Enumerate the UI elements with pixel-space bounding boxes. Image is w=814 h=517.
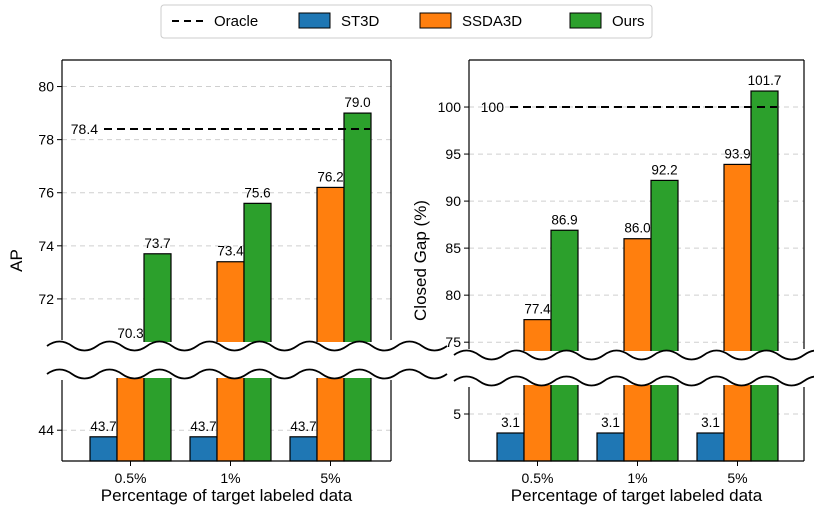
- oracle-label: 78.4: [71, 121, 98, 137]
- axis-break-line: [46, 368, 448, 380]
- data-label: 3.1: [501, 415, 520, 430]
- bar-st3d-5pct: [289, 436, 318, 462]
- data-label: 43.7: [190, 419, 216, 434]
- x-tick-label: 5%: [320, 470, 340, 486]
- bar-ours-1pct: [243, 202, 272, 462]
- closed-gap-chart-panel: 3.1 77.4 86.9 0.5% 3.1 86.0 92.2 1% 3.1 93.9 101.7…: [411, 59, 814, 505]
- ap-chart-panel: 43.7 70.3 73.7 0.5% 43.7 73.4 75.6 1% 43.7 76.2 79…: [7, 59, 448, 505]
- x-axis-label: Percentage of target labeled data: [101, 486, 353, 505]
- data-label: 76.2: [317, 169, 343, 184]
- data-label: 3.1: [601, 415, 620, 430]
- legend-label-st3d: ST3D: [341, 13, 380, 30]
- oracle-label: 100: [481, 99, 505, 115]
- bar-ours-0_5pct: [550, 229, 579, 462]
- bar-ours-1pct: [650, 179, 679, 462]
- x-tick-label: 5%: [727, 470, 747, 486]
- y-axis-label: Closed Gap (%): [411, 200, 430, 321]
- y-tick-label: 78: [38, 132, 54, 148]
- legend-label-oracle: Oracle: [214, 13, 258, 30]
- data-label: 73.7: [144, 236, 170, 251]
- bar-st3d-0_5pct: [496, 432, 525, 462]
- bar-ssda3d-0_5pct: [523, 319, 552, 462]
- axis-break-line: [46, 340, 448, 352]
- data-label: 43.7: [290, 419, 316, 434]
- legend-label-ours: Ours: [612, 13, 645, 30]
- axis-break-fill: [454, 351, 814, 385]
- data-label: 75.6: [244, 185, 270, 200]
- y-tick-label: 100: [438, 99, 462, 115]
- x-tick-label: 0.5%: [522, 470, 554, 486]
- bar-ssda3d-5pct: [316, 186, 345, 462]
- bar-st3d-1pct: [189, 436, 218, 462]
- y-axis-label: AP: [7, 249, 26, 272]
- y-tick-label: 74: [38, 238, 54, 254]
- legend-box: [160, 4, 653, 39]
- data-label: 79.0: [344, 95, 370, 110]
- y-tick-label: 76: [38, 185, 54, 201]
- y-tick-label: 80: [445, 287, 461, 303]
- x-tick-label: 1%: [627, 470, 647, 486]
- data-label: 3.1: [701, 415, 720, 430]
- y-tick-label: 44: [38, 422, 54, 438]
- data-label: 70.3: [117, 326, 143, 341]
- bar-ours-5pct: [343, 112, 372, 462]
- plot-area: [469, 90, 804, 462]
- legend-swatch-ssda3d: [419, 12, 452, 29]
- y-tick-label: 95: [445, 146, 461, 162]
- legend: Oracle ST3D SSDA3D Ours: [160, 4, 653, 39]
- axis-break-line: [453, 349, 814, 361]
- data-label: 86.0: [624, 221, 650, 236]
- data-label: 73.4: [217, 244, 244, 259]
- x-axis-label: Percentage of target labeled data: [511, 486, 763, 505]
- legend-swatch-ours: [569, 12, 602, 29]
- bar-ssda3d-5pct: [723, 163, 752, 462]
- x-tick-label: 0.5%: [115, 470, 147, 486]
- bar-st3d-5pct: [696, 432, 725, 462]
- bar-ours-5pct: [750, 90, 779, 462]
- y-tick-label: 72: [38, 291, 54, 307]
- y-tick-label: 85: [445, 240, 461, 256]
- y-tick-label: 75: [445, 334, 461, 350]
- bar-ssda3d-1pct: [623, 238, 652, 462]
- legend-swatch-st3d: [298, 12, 331, 29]
- plot-area: [62, 86, 391, 462]
- x-tick-label: 1%: [220, 470, 240, 486]
- data-label: 92.2: [651, 162, 677, 177]
- data-label: 93.9: [724, 146, 750, 161]
- bar-st3d-1pct: [596, 432, 625, 462]
- data-label: 86.9: [551, 212, 577, 227]
- legend-label-ssda3d: SSDA3D: [462, 13, 522, 30]
- y-tick-label: 80: [38, 79, 54, 95]
- bar-st3d-0_5pct: [89, 436, 118, 462]
- y-tick-label: 5: [453, 406, 461, 422]
- axis-break-line: [453, 375, 814, 387]
- data-label: 77.4: [524, 302, 551, 317]
- data-label: 43.7: [90, 419, 116, 434]
- data-label: 101.7: [748, 73, 782, 88]
- y-tick-label: 90: [445, 193, 461, 209]
